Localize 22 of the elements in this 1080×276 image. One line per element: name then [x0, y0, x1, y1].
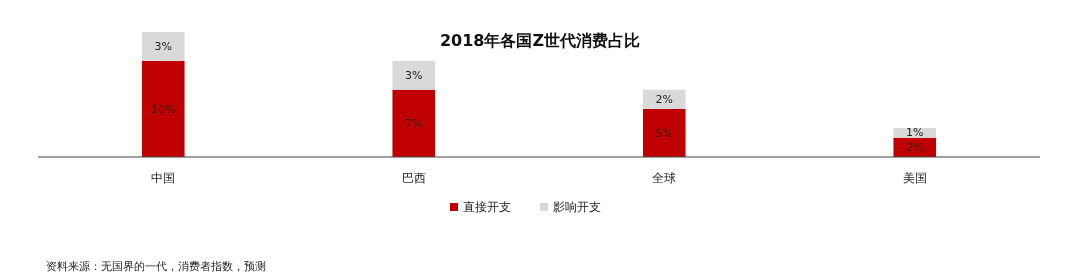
x-tick-label: 中国	[151, 171, 176, 185]
data-label: 3%	[154, 40, 172, 54]
data-label: 7%	[405, 117, 423, 131]
bar	[141, 32, 185, 61]
data-label: 1%	[906, 125, 924, 139]
bar	[392, 89, 436, 157]
data-label: 2%	[655, 93, 673, 107]
x-tick-label: 巴西	[401, 171, 426, 185]
bar	[141, 60, 185, 157]
text: 资料来源：无国界的一代，消费者指数，预测	[46, 260, 266, 273]
data-label: 5%	[655, 126, 673, 140]
data-label: 10%	[151, 102, 176, 116]
legend-label: 影响开支	[553, 200, 601, 214]
data-label: 2%	[906, 141, 924, 155]
bar	[642, 89, 686, 109]
chart-title: 2018年各国Z世代消费占比	[439, 31, 641, 50]
x-tick-label: 全球	[652, 171, 677, 185]
bar	[642, 108, 686, 157]
data-label: 3%	[405, 69, 423, 83]
bar	[392, 60, 436, 90]
x-tick-label: 美国	[902, 171, 927, 185]
legend-label: 直接开支	[463, 200, 511, 214]
